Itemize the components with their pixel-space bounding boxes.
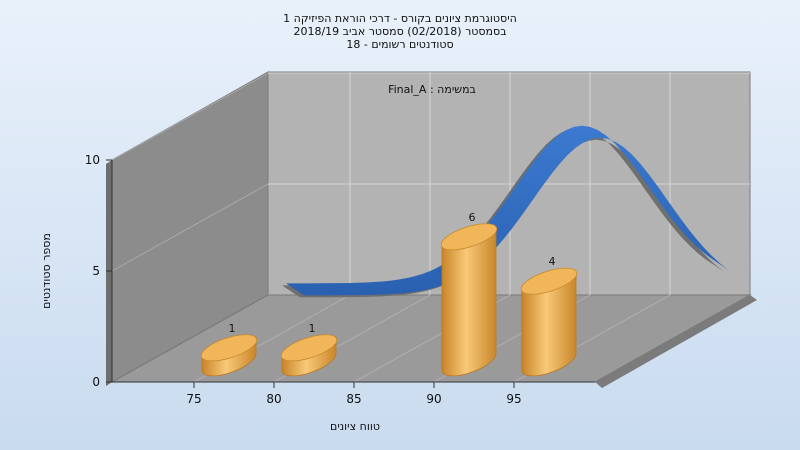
x-tick-label: 80 (266, 392, 281, 406)
chart-title-line-1: היסטוגרמת ציונים בקורס - דרכי הוראת הפיז… (283, 12, 517, 25)
x-tick-label: 90 (426, 392, 441, 406)
bar: 1 (280, 322, 338, 377)
bar: 1 (200, 322, 258, 377)
chart-title-line-3: סטודנטים רשומים - 18 (346, 38, 453, 51)
bar: 6 (440, 211, 498, 377)
bar: 4 (520, 255, 578, 377)
bar-top (440, 223, 498, 251)
distribution-curve (282, 125, 728, 298)
curve-ribbon (286, 125, 728, 296)
bar-value-label: 1 (229, 322, 236, 335)
bars: 1 1 6 4 (200, 211, 578, 377)
bar-body (441, 228, 497, 377)
axes: 0 5 10 75 80 85 90 95 (85, 153, 595, 406)
bar-value-label: 6 (469, 211, 476, 224)
bar-value-label: 1 (309, 322, 316, 335)
y-tick-label: 0 (92, 375, 100, 389)
chart-floor-edge (595, 295, 757, 388)
bar-top (280, 334, 338, 362)
x-axis-title: טווח ציונים (330, 420, 380, 433)
x-tick-label: 85 (346, 392, 361, 406)
y-axis-title: מספר סטודנטים (40, 233, 53, 309)
x-tick-label: 75 (186, 392, 201, 406)
y-tick-label: 5 (92, 264, 100, 278)
bar-top (520, 267, 578, 295)
bar-value-label: 4 (549, 255, 556, 268)
y-tick-label: 10 (85, 153, 100, 167)
y-gridline-side (111, 183, 269, 272)
bar-top (200, 334, 258, 362)
chart-title-line-2: בסמסטר (02/2018) סמסטר אביב 2018/19 (293, 25, 506, 38)
chart-side-wall-edge (106, 160, 112, 386)
x-tick-label: 95 (506, 392, 521, 406)
gridlines (111, 72, 750, 383)
task-label: במשימה : Final_A (388, 83, 476, 96)
bar-body (521, 272, 577, 377)
y-gridline-side (111, 72, 269, 161)
